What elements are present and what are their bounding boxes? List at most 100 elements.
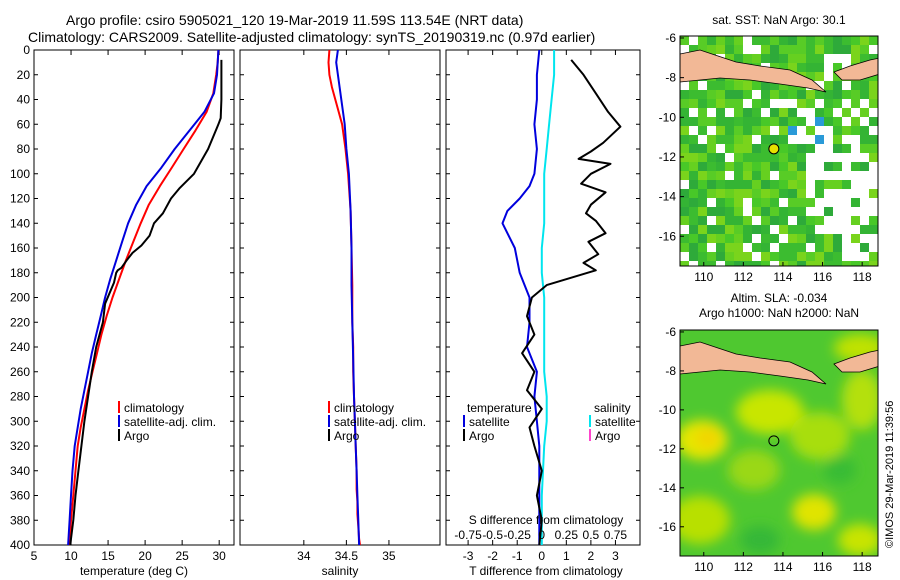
ytick-label: 180 (10, 266, 30, 280)
ytick-label: 380 (10, 513, 30, 527)
ytick-label: 160 (10, 241, 30, 255)
xtick-label: 0 (538, 549, 545, 563)
altimetry-map-frame (679, 329, 879, 557)
salinity-legend: climatology satellite-adj. clim. Argo (328, 401, 426, 443)
map-ytick-label: -8 (665, 71, 676, 85)
legend-title-salinity: salinity (594, 401, 631, 415)
ytick-label: 300 (10, 414, 30, 428)
map-ytick-label: -16 (659, 520, 677, 534)
xtick-label: 3 (612, 549, 619, 563)
xtick-label: 2 (588, 549, 595, 563)
xtick-label: -1 (512, 549, 523, 563)
map-ytick-label: -10 (659, 110, 677, 124)
legend-argo: Argo (124, 429, 150, 443)
sst-map-frame (679, 35, 879, 267)
altimetry-map-axes: 110 112 114 116 118 -6 -8 -10 -12 -14 -16 (659, 325, 872, 574)
ytick-label: 340 (10, 464, 30, 478)
series-argo (69, 59, 223, 545)
legend-climatology: climatology (334, 401, 394, 415)
x2tick-label: 0.5 (583, 528, 600, 542)
altim-map-title1: Altim. SLA: -0.034 (731, 291, 828, 305)
series-temperature-satellite (501, 50, 541, 545)
temperature-xlabel: temperature (deg C) (80, 564, 188, 578)
map-xtick-label: 114 (773, 560, 792, 574)
ytick-label: 400 (10, 538, 30, 552)
salinity-xlabel: salinity (322, 564, 359, 578)
map-ytick-label: -16 (659, 229, 677, 243)
difference-legend: temperature satellite Argo salinity sate… (463, 401, 636, 443)
sst-map-title: sat. SST: NaN Argo: 30.1 (712, 13, 846, 27)
legend-t-argo: Argo (469, 429, 495, 443)
x2tick-label: 0.25 (555, 528, 579, 542)
map-ytick-label: -14 (659, 190, 677, 204)
legend-s-argo: Argo (595, 429, 621, 443)
ytick-label: 40 (17, 93, 31, 107)
xtick-label: -2 (487, 549, 498, 563)
series-satellite-adj-clim- (335, 50, 361, 545)
legend-argo: Argo (334, 429, 360, 443)
argo-position-marker (768, 435, 780, 447)
ytick-label: 200 (10, 291, 30, 305)
map-ytick-label: -6 (665, 325, 676, 339)
map-xtick-label: 110 (694, 270, 713, 284)
ytick-label: 140 (10, 216, 30, 230)
legend-title-temperature: temperature (467, 401, 532, 415)
xtick-label: 35 (382, 549, 396, 563)
difference-plot: -3 -2 -1 0 1 2 3 -0.75 -0.5 -0.25 0 0.25 0.5 0.75 (446, 49, 640, 563)
s-difference-xlabel: S difference from climatology (469, 513, 624, 527)
map-ytick-label: -14 (659, 481, 677, 495)
map-ytick-label: -12 (659, 442, 677, 456)
ytick-label: 360 (10, 489, 30, 503)
x2tick-label: -0.5 (482, 528, 503, 542)
legend-satellite-adj: satellite-adj. clim. (124, 415, 216, 429)
islands-land (833, 349, 878, 373)
xtick-label: 34.5 (335, 549, 359, 563)
title-line1: Argo profile: csiro 5905021_120 19-Mar-2… (66, 12, 523, 28)
map-ytick-label: -6 (665, 31, 676, 45)
argo-position-marker (768, 143, 780, 155)
x2tick-label: 0.75 (604, 528, 628, 542)
ytick-label: 100 (10, 167, 30, 181)
map-xtick-label: 118 (853, 560, 872, 574)
ytick-label: 240 (10, 340, 30, 354)
ytick-label: 320 (10, 439, 30, 453)
legend-t-satellite: satellite (469, 415, 510, 429)
map-xtick-label: 112 (734, 560, 753, 574)
xtick-label: 1 (563, 549, 570, 563)
xtick-label: 34 (297, 549, 311, 563)
xtick-label: 10 (64, 549, 78, 563)
series-satellite-adj-clim- (67, 50, 220, 545)
ytick-label: 0 (23, 43, 30, 57)
map-ytick-label: -8 (665, 364, 676, 378)
x2tick-label: -0.75 (454, 528, 482, 542)
temperature-legend: climatology satellite-adj. clim. Argo (118, 401, 216, 443)
java-land (680, 341, 827, 385)
ytick-label: 20 (17, 68, 31, 82)
salinity-panel (239, 49, 441, 546)
ytick-label: 60 (17, 117, 31, 131)
map-xtick-label: 110 (694, 560, 713, 574)
xtick-label: 15 (101, 549, 115, 563)
map-xtick-label: 116 (813, 560, 832, 574)
map-ytick-label: -10 (659, 403, 677, 417)
altimetry-map (680, 330, 878, 556)
map-xtick-label: 114 (773, 270, 792, 284)
sst-map (680, 36, 878, 266)
temperature-plot: 0 20 40 60 80 100 120 140 160 180 200 220 240 260 280 3… (10, 43, 234, 563)
x2tick-label: -0.25 (504, 528, 532, 542)
ytick-label: 120 (10, 192, 30, 206)
temperature-panel (33, 49, 235, 546)
t-difference-xlabel: T difference from climatology (469, 564, 623, 578)
ytick-label: 280 (10, 390, 30, 404)
map-xtick-label: 118 (853, 270, 872, 284)
xtick-label: 5 (31, 549, 38, 563)
salinity-plot: 34 34.5 35 (240, 49, 440, 563)
legend-s-satellite: satellite (595, 415, 636, 429)
ytick-label: 260 (10, 365, 30, 379)
series-temperature-argo (521, 59, 622, 545)
java-land (680, 49, 827, 93)
ytick-label: 220 (10, 315, 30, 329)
imos-stamp: ©IMOS 29-Mar-2019 11:39:56 (884, 401, 896, 548)
sst-map-axes: 110 112 114 116 118 -6 -8 -10 -12 -14 -16 (659, 31, 872, 284)
